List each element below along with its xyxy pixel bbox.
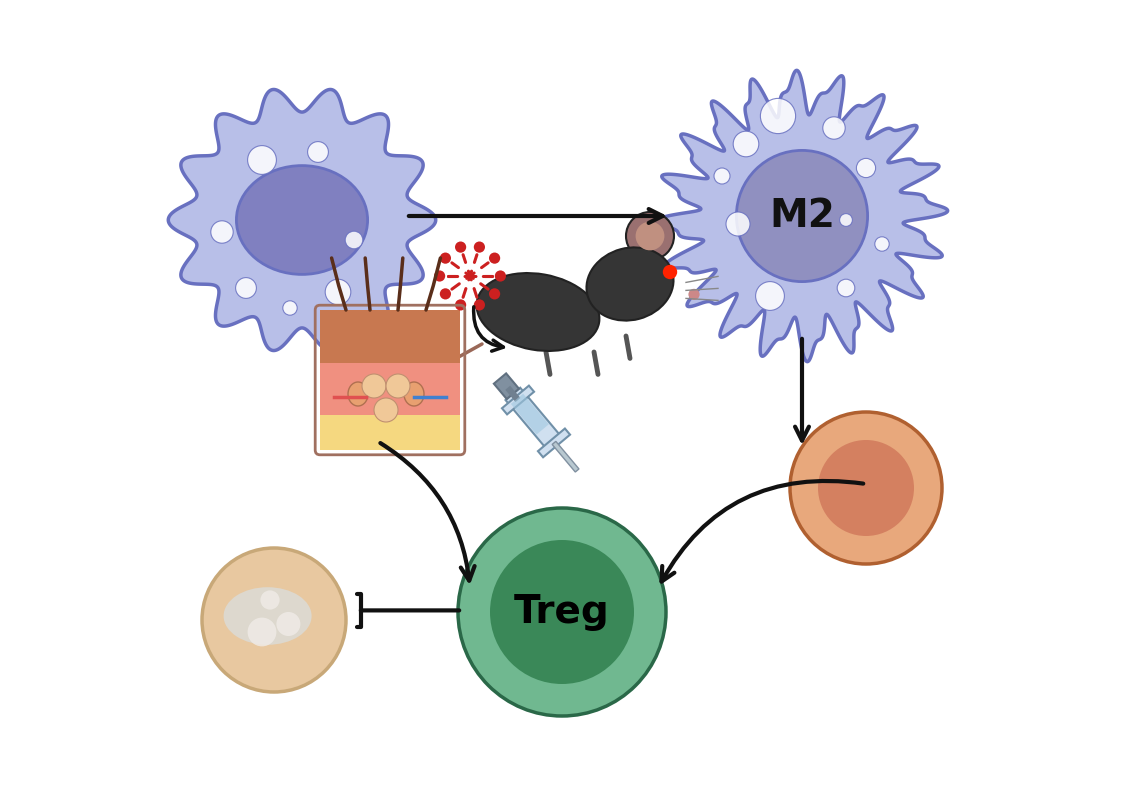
Circle shape bbox=[635, 222, 664, 250]
Circle shape bbox=[489, 288, 500, 299]
Circle shape bbox=[325, 279, 351, 305]
Circle shape bbox=[455, 299, 466, 310]
Circle shape bbox=[688, 289, 699, 300]
Circle shape bbox=[840, 214, 852, 226]
Bar bbox=[506, 388, 561, 449]
Circle shape bbox=[308, 142, 328, 162]
Circle shape bbox=[495, 270, 506, 282]
Circle shape bbox=[261, 590, 280, 610]
Ellipse shape bbox=[404, 382, 424, 406]
Circle shape bbox=[202, 548, 346, 692]
Circle shape bbox=[626, 212, 674, 260]
Circle shape bbox=[714, 168, 729, 184]
Circle shape bbox=[490, 540, 634, 684]
Circle shape bbox=[489, 253, 500, 264]
Circle shape bbox=[823, 117, 845, 139]
Circle shape bbox=[663, 265, 677, 279]
Circle shape bbox=[345, 231, 363, 249]
Circle shape bbox=[211, 221, 233, 243]
Bar bbox=[510, 394, 549, 434]
Circle shape bbox=[733, 131, 759, 157]
Bar bbox=[506, 386, 520, 402]
Ellipse shape bbox=[477, 273, 599, 351]
Circle shape bbox=[434, 270, 445, 282]
Ellipse shape bbox=[587, 247, 673, 321]
Ellipse shape bbox=[348, 382, 368, 406]
Bar bbox=[502, 386, 534, 414]
Circle shape bbox=[283, 301, 297, 315]
Bar bbox=[538, 429, 570, 458]
Circle shape bbox=[247, 146, 277, 174]
Circle shape bbox=[247, 618, 277, 646]
Circle shape bbox=[374, 398, 398, 422]
Circle shape bbox=[837, 279, 854, 297]
Polygon shape bbox=[656, 70, 948, 362]
Circle shape bbox=[362, 374, 386, 398]
Circle shape bbox=[755, 282, 785, 310]
Circle shape bbox=[736, 150, 868, 282]
Circle shape bbox=[277, 612, 300, 636]
Bar bbox=[320, 310, 460, 363]
Circle shape bbox=[455, 242, 466, 253]
Circle shape bbox=[236, 278, 256, 298]
Circle shape bbox=[439, 288, 451, 299]
Circle shape bbox=[439, 253, 451, 264]
Circle shape bbox=[790, 412, 942, 564]
Circle shape bbox=[474, 242, 484, 253]
Text: M2: M2 bbox=[769, 197, 835, 235]
Circle shape bbox=[761, 98, 796, 134]
Bar bbox=[320, 362, 460, 415]
Bar bbox=[493, 374, 519, 399]
Ellipse shape bbox=[236, 166, 368, 274]
Circle shape bbox=[386, 374, 410, 398]
Circle shape bbox=[726, 212, 750, 236]
Circle shape bbox=[818, 440, 914, 536]
Text: Treg: Treg bbox=[514, 593, 610, 631]
Ellipse shape bbox=[224, 587, 311, 645]
Polygon shape bbox=[169, 90, 436, 350]
Circle shape bbox=[474, 299, 484, 310]
Bar bbox=[320, 401, 460, 450]
Circle shape bbox=[856, 158, 876, 178]
Bar bbox=[552, 442, 579, 472]
Circle shape bbox=[457, 508, 667, 716]
Circle shape bbox=[874, 237, 889, 251]
